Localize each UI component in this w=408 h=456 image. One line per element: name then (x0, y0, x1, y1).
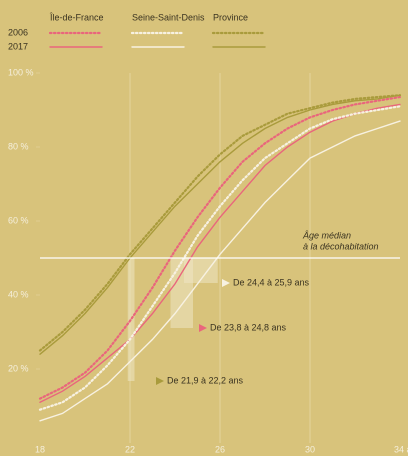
legend-year: 2006 (8, 27, 28, 37)
x-tick-label: 18 (35, 444, 45, 454)
y-tick-label: 80 % (8, 141, 29, 151)
legend-label: Seine-Saint-Denis (132, 12, 205, 22)
annotation-marker (199, 324, 207, 332)
annotation-label: De 23,8 à 24,8 ans (210, 322, 287, 332)
y-tick-label: 60 % (8, 215, 29, 225)
legend-label: Province (213, 12, 248, 22)
line (38, 105, 402, 411)
annotation-marker (156, 377, 164, 385)
annotation-label: De 21,9 à 22,2 ans (167, 375, 244, 385)
annotation-label: De 24,4 à 25,9 ans (233, 277, 310, 287)
x-tick-label: 22 (125, 444, 135, 454)
line (38, 95, 402, 400)
legend-year: 2017 (8, 41, 28, 51)
x-tick-label: 26 (215, 444, 225, 454)
legend-label: Île-de-France (49, 12, 104, 22)
line (39, 103, 401, 403)
annotation-marker (222, 279, 230, 287)
line (38, 94, 402, 352)
x-tick-label: 30 (305, 444, 315, 454)
y-tick-label: 40 % (8, 289, 29, 299)
median-label: à la décohabitation (303, 241, 379, 251)
line (39, 120, 401, 422)
y-tick-label: 20 % (8, 363, 29, 373)
y-tick-label: 100 % (8, 67, 34, 77)
line (39, 94, 401, 355)
annotation-band (170, 258, 193, 328)
annotation-band (127, 258, 135, 381)
x-tick-label: 34 ans (394, 444, 408, 454)
median-label: Âge médian (302, 230, 351, 240)
